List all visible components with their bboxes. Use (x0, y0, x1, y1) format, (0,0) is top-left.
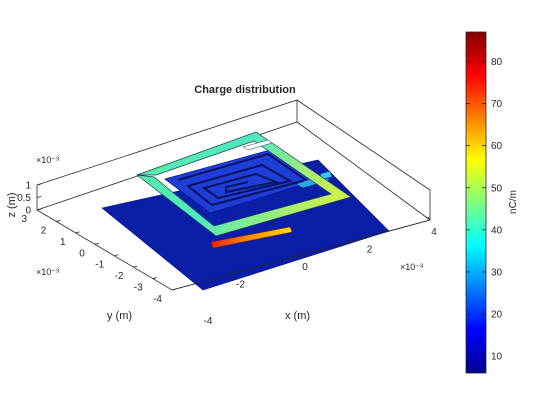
colorbar-tick-label: 50 (491, 183, 503, 194)
spiral-inductor (164, 149, 333, 214)
y-tick-label: 0 (79, 248, 85, 259)
y-tick-label: -3 (134, 283, 143, 294)
x-tick-mark (298, 251, 302, 256)
y-exponent: ×10⁻³ (36, 267, 59, 277)
x-tick-mark (234, 269, 237, 273)
y-tick-mark (56, 220, 61, 222)
chart-title: Charge distribution (194, 84, 296, 96)
y-tick-mark (133, 265, 138, 268)
x-tick-mark (427, 216, 431, 221)
z-tick-label: 0 (25, 206, 31, 217)
x-tick-label: -4 (204, 316, 213, 327)
x-axis-label: x (m) (285, 310, 310, 322)
x-tick-label: -2 (236, 280, 245, 291)
y-tick-mark (114, 254, 119, 257)
colorbar-label: nC/m (508, 190, 519, 214)
colorbar: 80 70 60 50 40 30 20 10 nC/m (465, 31, 519, 374)
outer-loop-gap (242, 139, 273, 151)
colorbar-tick-label: 10 (491, 352, 503, 363)
y-axis-label: y (m) (107, 310, 132, 322)
y-tick-label: -2 (115, 271, 124, 282)
colorbar-tick-label: 70 (491, 99, 503, 110)
x-axis: ×10⁻³ x (m) -2 0 2 4 -4 (204, 216, 437, 327)
y-tick-label: 3 (21, 214, 27, 225)
y-axis: ×10⁻³ y (m) 3 2 1 0 -1 -2 -3 -4 (21, 208, 177, 322)
y-tick-mark (75, 231, 80, 234)
x-tick-mark (363, 234, 366, 238)
y-tick-mark (36, 208, 42, 211)
y-tick-label: 2 (41, 225, 47, 236)
x-tick-label: 2 (367, 245, 373, 256)
x-tick-label: 4 (431, 227, 437, 238)
colorbar-tick-label: 20 (491, 310, 503, 321)
z-tick-label: 1 (25, 181, 31, 192)
x-exponent: ×10⁻³ (400, 262, 423, 272)
z-exponent: ×10⁻³ (36, 155, 59, 165)
y-tick-label: -1 (95, 260, 104, 271)
colorbar-gradient (465, 31, 487, 374)
z-tick-mark (36, 183, 42, 186)
outer-loop (135, 131, 352, 237)
y-tick-label: -4 (153, 294, 162, 305)
y-tick-mark (94, 242, 99, 245)
colorbar-tick-label: 30 (491, 267, 503, 278)
y-tick-label: 1 (60, 237, 66, 248)
z-tick-label: 0.5 (17, 193, 31, 204)
z-axis-label: z (m) (6, 192, 18, 217)
z-axis: ×10⁻³ z (m) 10.5 0 (6, 155, 59, 218)
colorbar-tick-label: 60 (491, 141, 503, 152)
x-tick-label: 0 (302, 262, 308, 273)
y-tick-mark (152, 277, 157, 279)
colorbar-tick-label: 40 (491, 225, 503, 236)
colorbar-tick-label: 80 (491, 57, 503, 68)
y-tick-mark (171, 288, 177, 291)
z-tick-mark (36, 196, 42, 198)
feed-line (210, 226, 293, 249)
